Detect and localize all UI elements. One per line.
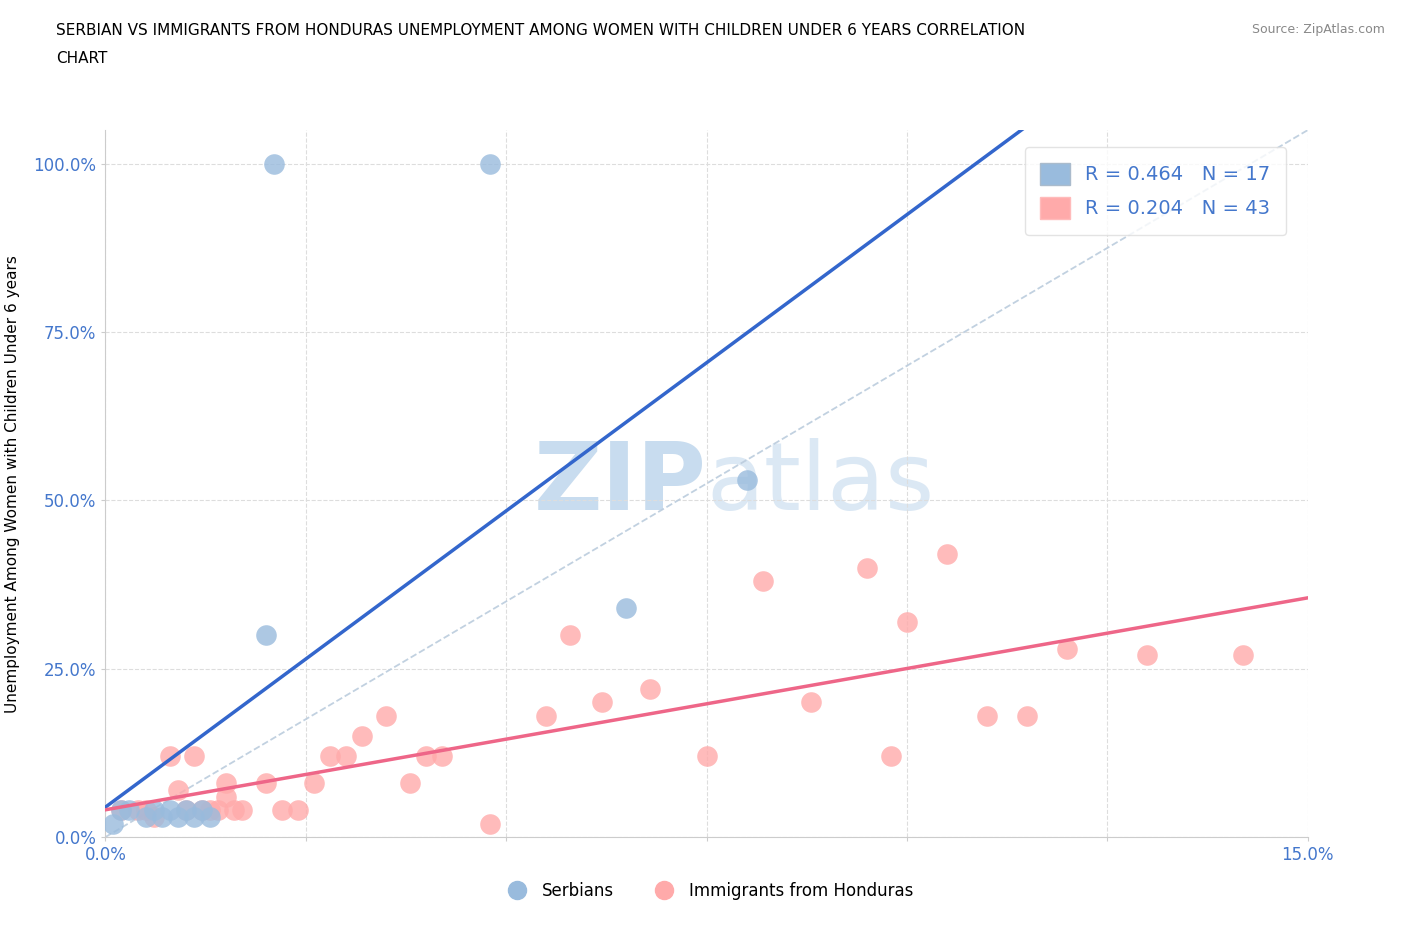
Point <box>350 728 373 743</box>
Point <box>399 776 422 790</box>
Point <box>287 803 309 817</box>
Point <box>198 803 221 817</box>
Point <box>976 709 998 724</box>
Text: Source: ZipAtlas.com: Source: ZipAtlas.com <box>1251 23 1385 36</box>
Legend: Serbians, Immigrants from Honduras: Serbians, Immigrants from Honduras <box>494 875 920 907</box>
Point <box>214 776 236 790</box>
Point <box>254 776 277 790</box>
Point <box>142 809 165 824</box>
Point <box>118 803 141 817</box>
Point <box>616 601 638 616</box>
Point <box>103 817 125 831</box>
Point <box>166 809 188 824</box>
Y-axis label: Unemployment Among Women with Children Under 6 years: Unemployment Among Women with Children U… <box>4 255 20 712</box>
Point <box>1056 641 1078 656</box>
Text: atlas: atlas <box>707 438 935 529</box>
Point <box>135 803 157 817</box>
Point <box>254 628 277 643</box>
Point <box>415 749 437 764</box>
Text: CHART: CHART <box>56 51 108 66</box>
Point <box>880 749 903 764</box>
Point <box>166 782 188 797</box>
Point <box>430 749 453 764</box>
Point <box>183 749 205 764</box>
Point <box>207 803 229 817</box>
Point <box>319 749 342 764</box>
Point <box>534 709 557 724</box>
Point <box>263 156 285 171</box>
Point <box>855 560 877 575</box>
Point <box>735 472 758 487</box>
Point <box>150 809 173 824</box>
Point <box>560 628 582 643</box>
Point <box>142 803 165 817</box>
Point <box>335 749 357 764</box>
Point <box>127 803 149 817</box>
Point <box>302 776 325 790</box>
Point <box>751 574 773 589</box>
Point <box>159 749 181 764</box>
Point <box>222 803 245 817</box>
Point <box>174 803 197 817</box>
Point <box>190 803 212 817</box>
Point <box>374 709 398 724</box>
Text: ZIP: ZIP <box>534 438 707 529</box>
Point <box>800 695 823 710</box>
Point <box>110 803 132 817</box>
Point <box>183 809 205 824</box>
Point <box>591 695 613 710</box>
Point <box>696 749 718 764</box>
Point <box>174 803 197 817</box>
Point <box>936 547 959 562</box>
Point <box>896 614 918 629</box>
Point <box>198 809 221 824</box>
Text: SERBIAN VS IMMIGRANTS FROM HONDURAS UNEMPLOYMENT AMONG WOMEN WITH CHILDREN UNDER: SERBIAN VS IMMIGRANTS FROM HONDURAS UNEM… <box>56 23 1025 38</box>
Point <box>640 682 662 697</box>
Point <box>135 809 157 824</box>
Point <box>1136 648 1159 663</box>
Point <box>1232 648 1254 663</box>
Point <box>190 803 212 817</box>
Point <box>159 803 181 817</box>
Point <box>110 803 132 817</box>
Point <box>214 790 236 804</box>
Point <box>231 803 253 817</box>
Point <box>1017 709 1039 724</box>
Point <box>479 156 502 171</box>
Point <box>479 817 502 831</box>
Point <box>270 803 292 817</box>
